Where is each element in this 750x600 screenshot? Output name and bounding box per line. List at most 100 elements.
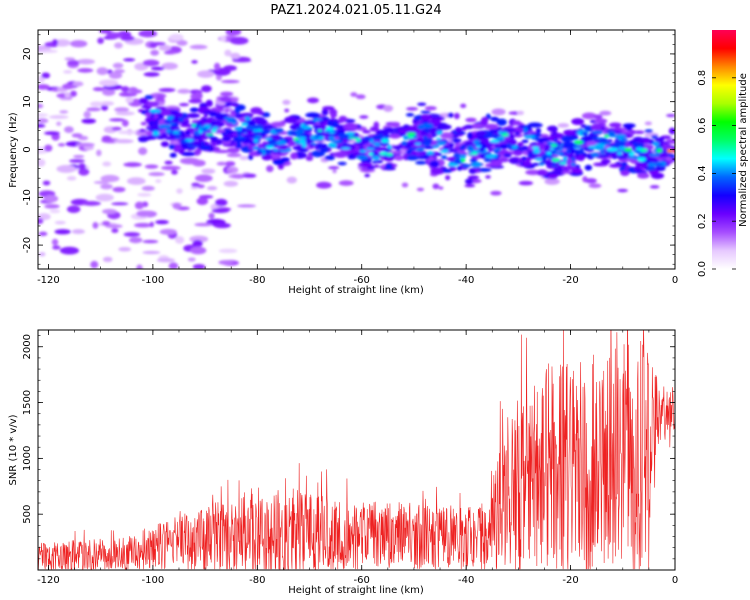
x-tick-label: -20 (562, 275, 578, 286)
spectrogram-cell (211, 208, 230, 214)
spectrogram-cell (265, 145, 274, 149)
spectrogram-cell (571, 168, 583, 174)
spectrogram-cell (517, 142, 524, 147)
x-tick-label: -60 (354, 575, 370, 586)
spectrogram-cell (490, 139, 500, 143)
spectrogram-cell (628, 152, 635, 157)
spectrogram-cell (221, 132, 226, 136)
spectrogram-cell (547, 174, 558, 180)
spectrogram-cell (109, 118, 126, 122)
spectrogram-cell (407, 135, 415, 139)
spectrogram-cell (523, 135, 536, 139)
spectrogram-cell (647, 162, 658, 167)
spectrogram-cell (286, 176, 298, 184)
spectrogram-cell (213, 149, 231, 154)
spectrogram-cell (192, 263, 206, 269)
spectrogram-cell (633, 166, 641, 171)
spectrogram-cell (48, 115, 69, 119)
spectrogram-cell (250, 107, 263, 115)
spectrogram-cell (136, 210, 152, 218)
spectrogram-cell (78, 163, 86, 171)
spectrogram-cell (160, 141, 170, 147)
spectrogram-cell (607, 130, 616, 137)
spectrogram-cell (649, 185, 660, 189)
spectrogram-cell (98, 79, 119, 87)
spectrogram-cell (197, 142, 202, 148)
spectrogram-cell (202, 118, 207, 122)
spectrogram-cell (329, 130, 335, 135)
colorbar-ticks: 0.0 0.2 0.4 0.6 0.8 (697, 70, 736, 277)
spectrogram-cell (102, 208, 117, 215)
spectrogram-cell (201, 168, 216, 174)
spectrogram-cell (584, 178, 597, 184)
spectrogram-cell (464, 178, 474, 185)
snr-x-ticks: -120 -100 -80 -60 -40 -20 0 (37, 330, 678, 586)
spectrogram-cell (546, 141, 554, 145)
spectrogram-cell (266, 165, 274, 173)
spectrogram-cell (99, 30, 112, 34)
spectrogram-cell (194, 91, 203, 100)
spectrogram-cell (511, 145, 518, 149)
spectrogram-cell (191, 182, 200, 188)
spectrogram-cell (509, 134, 516, 139)
spectrogram-x-ticks: -120 -100 -80 -60 -40 -20 0 (37, 30, 678, 286)
spectrogram-cell (126, 177, 146, 185)
spectrogram-cell (637, 157, 646, 162)
spectrogram-cell (383, 127, 394, 134)
x-tick-label: 0 (672, 275, 678, 286)
spectrogram-cell (496, 118, 507, 126)
spectrogram-cell (64, 57, 76, 61)
spectrogram-cell (491, 134, 500, 139)
spectrogram-cell (372, 141, 381, 147)
y-tick-label: 500 (22, 505, 33, 524)
spectrogram-cell (219, 96, 232, 103)
spectrogram-cell (138, 30, 158, 38)
spectrogram-cell (38, 158, 46, 167)
spectrogram-cell (224, 116, 236, 121)
x-tick-label: -60 (354, 275, 370, 286)
snr-y-label: SNR (10 * v/v) (8, 414, 19, 485)
spectrogram-cell (195, 147, 202, 155)
spectrogram-cell (420, 114, 433, 121)
spectrogram-cell (644, 121, 652, 126)
spectrogram-cell (121, 119, 129, 127)
spectrogram-cell (59, 246, 80, 255)
spectrogram-cell (134, 201, 145, 210)
spectrogram-cell (220, 91, 234, 97)
spectrogram-cell (261, 153, 273, 161)
spectrogram-cell (463, 124, 474, 130)
spectrogram-cell (420, 110, 431, 114)
spectrogram-cell (417, 102, 427, 106)
spectrogram-cell (117, 130, 137, 135)
spectrogram-cell (144, 112, 152, 117)
spectrogram-cell (501, 132, 509, 137)
spectrogram-cell (633, 130, 645, 135)
spectrogram-cell (421, 123, 434, 129)
spectrogram-cell (77, 68, 94, 73)
spectrogram-cell (42, 180, 51, 186)
spectrogram-cell (426, 151, 434, 156)
spectrogram-cell (115, 111, 135, 116)
spectrogram-cell (192, 123, 197, 128)
spectrogram-cell (448, 142, 454, 148)
spectrogram-cell (405, 129, 415, 133)
spectrogram-cell (503, 127, 516, 133)
spectrogram-cell (533, 149, 541, 154)
spectrogram-cell (159, 228, 177, 235)
y-tick-label: -20 (22, 237, 33, 253)
spectrogram-cell (112, 62, 124, 69)
spectrogram-cell (523, 127, 528, 133)
colorbar-tick-label: 0.8 (697, 70, 708, 86)
spectrogram-cell (138, 147, 148, 156)
spectrogram-cell (375, 160, 384, 164)
spectrogram-cell (81, 200, 101, 206)
spectrogram-cell (532, 162, 540, 167)
spectrogram-cell (67, 60, 80, 66)
x-tick-label: -120 (37, 275, 60, 286)
spectrogram-cell (165, 129, 172, 134)
spectrogram-cell (666, 113, 675, 118)
spectrogram-cell (656, 148, 663, 153)
spectrogram-cell (203, 114, 208, 118)
spectrogram-cell (432, 183, 440, 190)
